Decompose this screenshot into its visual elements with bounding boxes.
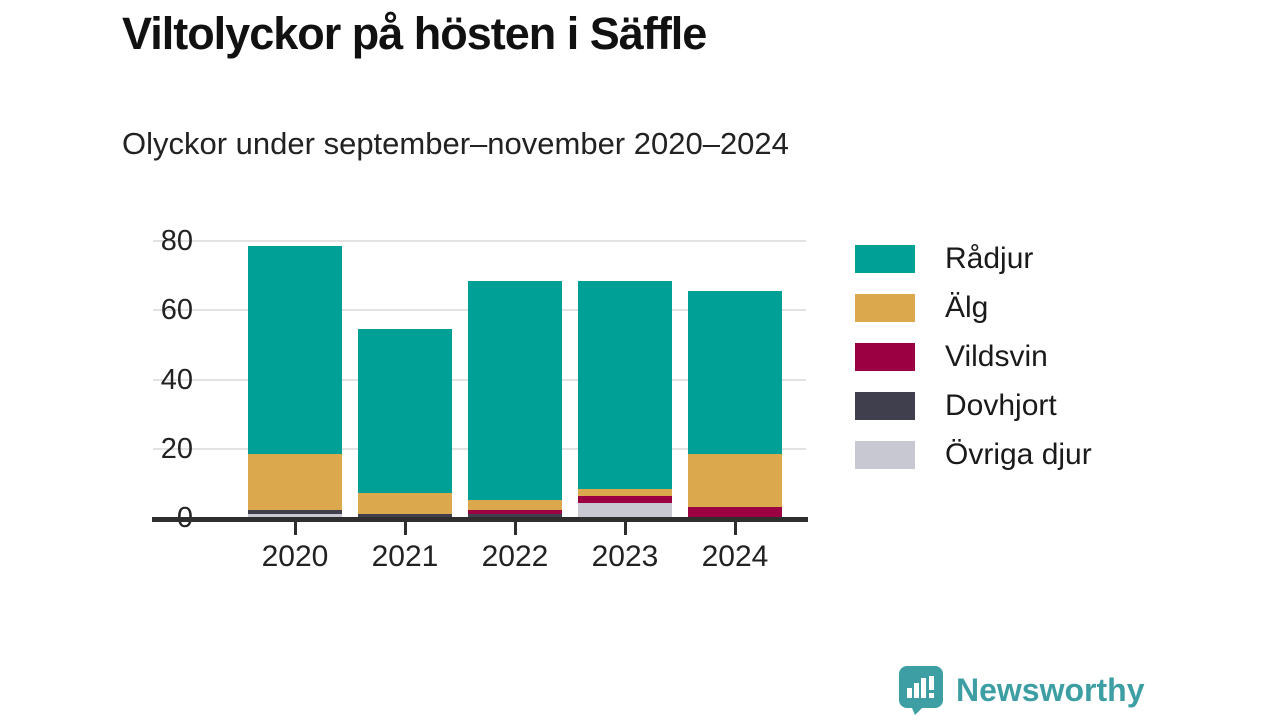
x-tick-label: 2023 <box>591 540 659 573</box>
legend-item: Älg <box>855 291 1092 324</box>
bar-segment-Övriga djur <box>248 514 342 517</box>
legend-label: Rådjur <box>945 242 1034 275</box>
bar-segment-Rådjur <box>578 281 672 489</box>
x-axis-line <box>152 517 808 522</box>
bar-segment-Rådjur <box>468 281 562 500</box>
x-tick <box>514 522 517 535</box>
legend-label: Älg <box>945 291 989 324</box>
legend-swatch-dovhjort <box>855 392 915 420</box>
x-tick <box>404 522 407 535</box>
legend-swatch-alg <box>855 294 915 322</box>
bar-2021 <box>358 329 452 517</box>
legend-label: Övriga djur <box>945 438 1092 471</box>
bar-segment-Dovhjort <box>358 514 452 517</box>
legend-item: Rådjur <box>855 242 1092 275</box>
bar-segment-Dovhjort <box>468 514 562 517</box>
bar-segment-Dovhjort <box>248 510 342 514</box>
legend-item: Vildsvin <box>855 340 1092 373</box>
bar-segment-Älg <box>578 489 672 496</box>
page-title: Viltolyckor på hösten i Säffle <box>122 8 707 59</box>
bar-segment-Vildsvin <box>468 510 562 514</box>
legend-item: Övriga djur <box>855 438 1092 471</box>
legend-swatch-radjur <box>855 245 915 273</box>
bar-segment-Älg <box>688 454 782 507</box>
x-tick-label: 2021 <box>371 540 439 573</box>
bar-segment-Rådjur <box>358 329 452 493</box>
y-tick-label: 20 <box>160 433 193 465</box>
bar-segment-Älg <box>248 454 342 510</box>
legend-label: Vildsvin <box>945 340 1048 373</box>
x-tick <box>734 522 737 535</box>
legend-label: Dovhjort <box>945 389 1057 422</box>
bars <box>153 239 806 517</box>
newsworthy-logo-icon <box>899 666 943 715</box>
legend-swatch-ovriga-djur <box>855 441 915 469</box>
gridline-80 <box>153 240 806 242</box>
page-subtitle: Olyckor under september–november 2020–20… <box>122 126 789 161</box>
bar-segment-Vildsvin <box>688 507 782 517</box>
bar-segment-Vildsvin <box>578 496 672 503</box>
y-tick-label: 40 <box>160 364 193 396</box>
bar-2024 <box>688 291 782 517</box>
x-tick <box>294 522 297 535</box>
x-tick-label: 2024 <box>701 540 769 573</box>
bar-segment-Rådjur <box>688 291 782 454</box>
bar-2023 <box>578 281 672 517</box>
bar-segment-Älg <box>358 493 452 514</box>
newsworthy-brand-text: Newsworthy <box>956 671 1145 708</box>
newsworthy-brand: Newsworthy <box>898 665 1144 715</box>
x-tick <box>624 522 627 535</box>
bar-segment-Älg <box>468 500 562 510</box>
bar-2020 <box>248 246 342 517</box>
bar-segment-Övriga djur <box>578 503 672 517</box>
x-tick-label: 2022 <box>481 540 549 573</box>
bar-2022 <box>468 281 562 517</box>
bar-segment-Rådjur <box>248 246 342 454</box>
x-tick-label: 2020 <box>261 540 329 573</box>
legend-item: Dovhjort <box>855 389 1092 422</box>
legend-swatch-vildsvin <box>855 343 915 371</box>
y-tick-label: 60 <box>160 294 193 326</box>
legend: Rådjur Älg Vildsvin Dovhjort Övriga djur <box>855 242 1092 490</box>
y-tick-label: 80 <box>160 225 193 257</box>
